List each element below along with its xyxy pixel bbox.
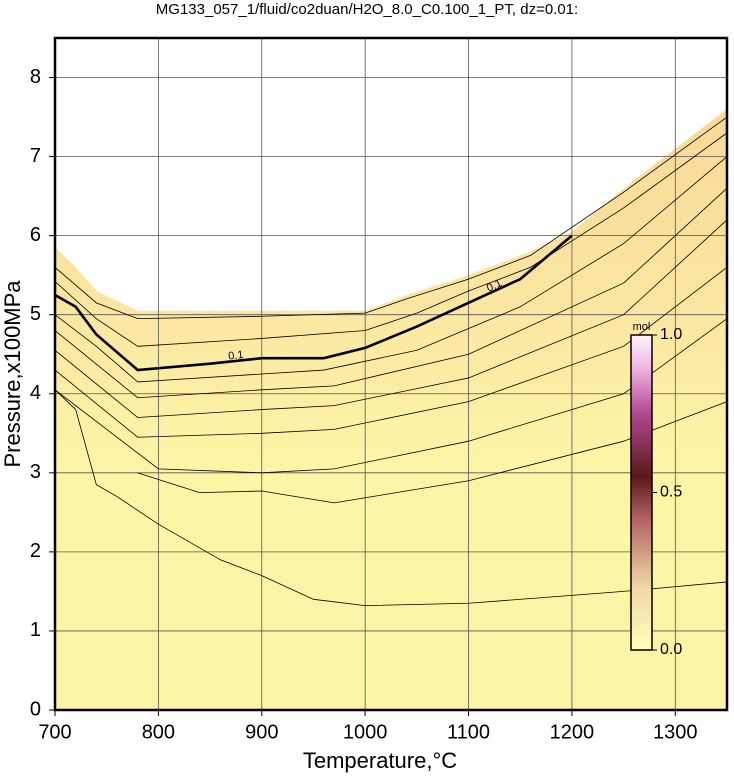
x-tick-label: 1100 [447, 721, 490, 743]
x-tick-label: 800 [142, 721, 175, 743]
contour-line [54, 116, 728, 320]
contour-line [54, 219, 728, 418]
contour-line [54, 156, 728, 383]
y-tick-label: 4 [30, 382, 41, 404]
y-tick-label: 1 [30, 619, 41, 641]
y-tick-label: 0 [30, 698, 41, 720]
x-tick-label: 1000 [343, 721, 388, 743]
x-tick-label: 900 [245, 721, 278, 743]
x-tick-label: 700 [38, 721, 71, 743]
colorbar-tick-label: 0.0 [660, 641, 682, 658]
contour-label: 0.1 [485, 277, 504, 294]
plot-frame [53, 36, 729, 712]
colorbar-tick-label: 1.0 [660, 326, 682, 343]
y-axis-label: Pressure,x100MPa [0, 280, 25, 468]
chart-title: MG133_057_1/fluid/co2duan/H2O_8.0_C0.100… [156, 1, 578, 18]
x-tick-label: 1300 [653, 721, 698, 743]
contour-line [137, 401, 728, 504]
y-tick-label: 8 [30, 66, 41, 88]
y-tick-label: 5 [30, 303, 41, 325]
y-tick-label: 3 [30, 461, 41, 483]
y-tick-label: 6 [30, 224, 41, 246]
contour-line [54, 187, 728, 399]
stable-field-base [55, 109, 727, 710]
x-axis-label: Temperature,°C [303, 748, 457, 773]
y-tick-label: 7 [30, 145, 41, 167]
contour-label: 0.1 [228, 349, 244, 363]
contour-line [54, 266, 728, 438]
contour-line [54, 132, 728, 347]
colorbar-label: mol [633, 321, 651, 333]
stable-field [55, 109, 727, 710]
contour-line [54, 234, 573, 372]
colorbar-tick-label: 0.5 [660, 484, 682, 501]
colorbar [630, 334, 653, 651]
contour-line [54, 389, 728, 607]
y-tick-label: 2 [30, 540, 41, 562]
x-tick-label: 1200 [550, 721, 595, 743]
contour-line [54, 318, 728, 474]
